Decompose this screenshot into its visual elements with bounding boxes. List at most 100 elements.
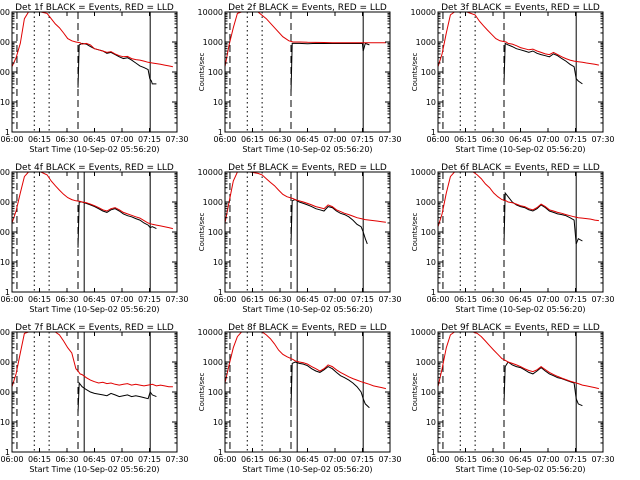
x-tick-label: 06:45 [296, 455, 319, 464]
y-tick-label: 100 [0, 68, 10, 77]
x-tick-label: 06:00 [426, 135, 449, 144]
x-tick-label: 07:30 [378, 455, 401, 464]
y-tick-label: 10 [426, 418, 436, 427]
x-tick-label: 06:15 [241, 295, 264, 304]
x-tick-label: 07:00 [323, 135, 346, 144]
x-tick-label: 06:00 [0, 455, 23, 464]
x-tick-label: 06:30 [481, 455, 504, 464]
x-tick-label: 06:45 [83, 135, 106, 144]
x-tick-label: 07:15 [564, 135, 587, 144]
y-tick-label: 10000 [198, 328, 223, 337]
series-line-events [503, 361, 583, 407]
y-tick-label: 1 [431, 288, 436, 297]
y-tick-label: 1 [218, 288, 223, 297]
x-tick-label: 07:15 [138, 455, 161, 464]
chart-title: Det 9f BLACK = Events, RED = LLD [441, 323, 600, 333]
x-axis-label: Start Time (10-Sep-02 05:56:20) [29, 145, 159, 154]
x-tick-label: 07:30 [378, 135, 401, 144]
series-line-lld [225, 332, 387, 390]
chart-panel-5: Det 5f BLACK = Events, RED = LLD 06:00 06:… [198, 163, 402, 314]
x-tick-label: 06:15 [28, 135, 51, 144]
chart-panel-2: Det 2f BLACK = Events, RED = LLD 06:00 06:… [198, 3, 402, 154]
chart-title: Det 3f BLACK = Events, RED = LLD [441, 3, 600, 13]
chart-panel-7: Det 7f BLACK = Events, RED = LLD 06:00 06:… [0, 323, 189, 474]
x-tick-label: 06:00 [213, 295, 236, 304]
x-tick-label: 07:00 [323, 295, 346, 304]
y-tick-label: 10000 [0, 328, 10, 337]
x-tick-label: 06:15 [241, 455, 264, 464]
x-tick-label: 06:45 [296, 135, 319, 144]
y-tick-label: 100 [208, 228, 223, 237]
x-tick-label: 07:00 [536, 135, 559, 144]
y-tick-label: 1 [218, 448, 223, 457]
x-tick-label: 07:15 [138, 135, 161, 144]
y-tick-label: 100 [0, 228, 10, 237]
series-line-events [77, 42, 157, 88]
y-tick-label: 10 [0, 258, 10, 267]
y-axis-label: Counts/sec [198, 53, 206, 92]
x-tick-label: 07:15 [351, 455, 374, 464]
series-line-lld [12, 172, 174, 230]
y-tick-label: 1 [5, 288, 10, 297]
series-line-lld [225, 172, 386, 224]
y-tick-label: 1000 [203, 198, 223, 207]
y-tick-label: 1000 [0, 358, 10, 367]
y-tick-label: 1000 [416, 38, 436, 47]
y-tick-label: 1000 [0, 38, 10, 47]
x-tick-label: 06:45 [83, 295, 106, 304]
y-axis-label: Counts/sec [411, 213, 419, 252]
x-axis-label: Start Time (10-Sep-02 05:56:20) [242, 305, 372, 314]
x-tick-label: 07:30 [165, 135, 188, 144]
chart-panel-9: Det 9f BLACK = Events, RED = LLD 06:00 06:… [411, 323, 615, 474]
x-tick-label: 06:15 [241, 135, 264, 144]
y-tick-label: 1 [431, 128, 436, 137]
x-tick-label: 07:15 [351, 295, 374, 304]
y-tick-label: 1000 [416, 358, 436, 367]
y-tick-label: 100 [421, 228, 436, 237]
chart-panel-1: Det 1f BLACK = Events, RED = LLD 06:00 06:… [0, 3, 189, 154]
y-tick-label: 10 [213, 98, 223, 107]
y-tick-label: 10 [426, 98, 436, 107]
x-tick-label: 06:00 [213, 135, 236, 144]
x-tick-label: 07:00 [110, 295, 133, 304]
y-axis-label: Counts/sec [411, 373, 419, 412]
chart-panel-8: Det 8f BLACK = Events, RED = LLD 06:00 06:… [198, 323, 402, 474]
y-tick-label: 1000 [416, 198, 436, 207]
x-tick-label: 07:30 [378, 295, 401, 304]
x-tick-label: 06:30 [55, 135, 78, 144]
x-axis-label: Start Time (10-Sep-02 05:56:20) [29, 305, 159, 314]
chart-title: Det 1f BLACK = Events, RED = LLD [15, 3, 174, 13]
chart-panel-4: Det 4f BLACK = Events, RED = LLD 06:00 06:… [0, 163, 189, 314]
y-tick-label: 10 [426, 258, 436, 267]
x-tick-label: 07:30 [591, 135, 614, 144]
x-tick-label: 07:15 [564, 455, 587, 464]
x-tick-label: 06:30 [268, 295, 291, 304]
x-tick-label: 06:30 [481, 135, 504, 144]
x-tick-label: 06:15 [454, 135, 477, 144]
y-tick-label: 10000 [411, 8, 436, 17]
chart-panel-6: Det 6f BLACK = Events, RED = LLD 06:00 06:… [411, 163, 615, 314]
x-tick-label: 06:15 [28, 455, 51, 464]
y-tick-label: 100 [421, 388, 436, 397]
y-tick-label: 10000 [0, 168, 10, 177]
x-tick-label: 07:00 [323, 455, 346, 464]
series-line-events [77, 201, 157, 248]
x-tick-label: 07:00 [110, 135, 133, 144]
chart-title: Det 4f BLACK = Events, RED = LLD [15, 163, 174, 173]
x-tick-label: 06:30 [268, 135, 291, 144]
y-tick-label: 1000 [203, 358, 223, 367]
chart-panel-3: Det 3f BLACK = Events, RED = LLD 06:00 06:… [411, 3, 615, 154]
x-tick-label: 07:30 [591, 455, 614, 464]
chart-title: Det 5f BLACK = Events, RED = LLD [228, 163, 387, 173]
y-tick-label: 10000 [198, 8, 223, 17]
series-line-events [290, 361, 370, 409]
x-tick-label: 06:45 [509, 135, 532, 144]
x-tick-label: 06:45 [509, 455, 532, 464]
chart-title: Det 6f BLACK = Events, RED = LLD [441, 163, 600, 173]
x-tick-label: 06:00 [213, 455, 236, 464]
x-tick-label: 06:00 [0, 135, 23, 144]
x-tick-label: 07:30 [165, 295, 188, 304]
y-tick-label: 1 [431, 448, 436, 457]
x-tick-label: 06:45 [83, 455, 106, 464]
x-tick-label: 06:30 [481, 295, 504, 304]
